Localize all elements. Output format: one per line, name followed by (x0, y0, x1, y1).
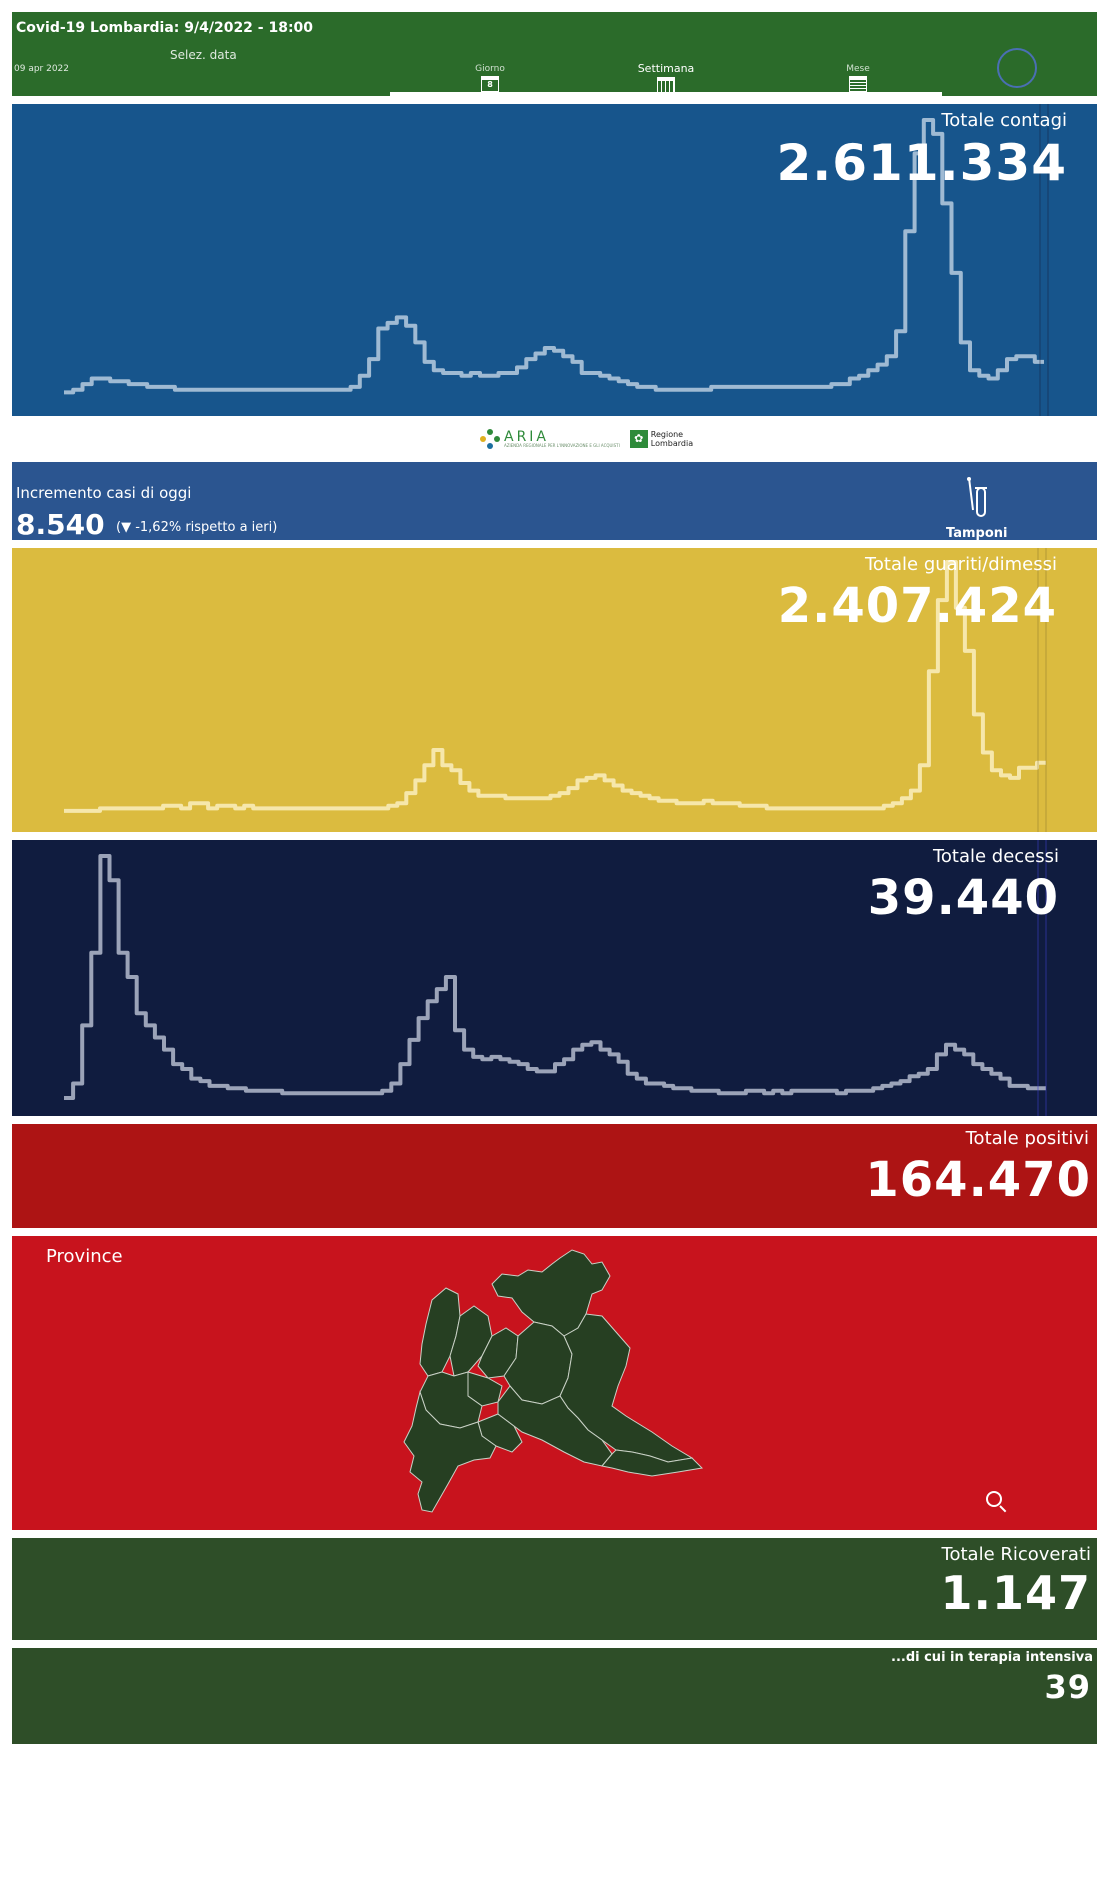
zoom-reset-icon[interactable] (986, 1491, 1002, 1507)
option-settimana[interactable]: Settimana (636, 62, 696, 93)
contagi-value: 2.611.334 (776, 134, 1067, 192)
loading-circle-icon (997, 48, 1037, 88)
logos-bar: ARIA AZIENDA REGIONALE PER L'INNOVAZIONE… (480, 428, 701, 450)
calendar-month-icon[interactable] (849, 76, 867, 92)
incremento-value: 8.540 (16, 508, 105, 540)
aria-sub: AZIENDA REGIONALE PER L'INNOVAZIONE E GL… (504, 442, 620, 448)
option-mese-label: Mese (846, 64, 870, 74)
province-como (449, 1305, 493, 1377)
contagi-chart (64, 104, 1049, 416)
decessi-title: Totale decessi (932, 846, 1059, 867)
province-title: Province (46, 1246, 123, 1267)
province-cremona (497, 1385, 613, 1467)
province-varese (419, 1287, 461, 1377)
lombardia-map[interactable] (12, 1236, 1097, 1530)
aria-name: ARIA (504, 428, 550, 445)
positivi-value: 164.470 (865, 1152, 1091, 1208)
intensiva-value: 39 (1044, 1668, 1091, 1706)
positivi-title: Totale positivi (965, 1128, 1089, 1149)
header-underline (390, 92, 942, 96)
test-tube-icon (967, 477, 987, 517)
province-pavia (403, 1390, 497, 1513)
aria-dots-icon (480, 429, 500, 449)
guariti-panel[interactable]: Totale guariti/dimessi 2.407.424 (12, 548, 1097, 832)
ricoverati-panel[interactable]: Totale Ricoverati 1.147 (12, 1538, 1097, 1640)
header-panel: Covid-19 Lombardia: 9/4/2022 - 18:00 Sel… (12, 12, 1097, 96)
tamponi-label: Tamponi (946, 526, 1008, 540)
incremento-label: Incremento casi di oggi (16, 484, 192, 502)
province-panel: Province (12, 1236, 1097, 1530)
option-giorno-label: Giorno (475, 64, 505, 74)
contagi-title: Totale contagi (941, 110, 1067, 131)
decessi-value: 39.440 (867, 870, 1059, 926)
rosa-camuna-icon: ✿ (629, 430, 648, 448)
calendar-day-icon[interactable]: 8 (481, 76, 499, 92)
guariti-chart (64, 548, 1047, 832)
chart-series-line (64, 118, 1044, 395)
chart-series-line (64, 854, 1046, 1100)
tamponi-button[interactable]: Tamponi (946, 476, 1008, 540)
guariti-title: Totale guariti/dimessi (864, 554, 1057, 575)
region-logo: ✿ Regione Lombardia (629, 430, 701, 448)
intensiva-title: ...di cui in terapia intensiva (891, 1650, 1093, 1665)
selected-date[interactable]: 09 apr 2022 (14, 64, 70, 74)
decessi-panel[interactable]: Totale decessi 39.440 (12, 840, 1097, 1116)
decessi-chart (64, 840, 1047, 1116)
province-mantova (601, 1449, 704, 1477)
contagi-panel[interactable]: Totale contagi 2.611.334 (12, 104, 1097, 416)
option-settimana-label: Settimana (637, 62, 695, 75)
calendar-week-icon[interactable] (657, 77, 675, 93)
option-mese[interactable]: Mese (828, 64, 888, 92)
incremento-panel: Incremento casi di oggi 8.540 (▼ -1,62% … (12, 462, 1097, 540)
aria-logo: ARIA AZIENDA REGIONALE PER L'INNOVAZIONE… (480, 429, 620, 449)
date-select-label: Selez. data (170, 48, 237, 62)
incremento-delta: (▼ -1,62% rispetto a ieri) (116, 520, 278, 535)
page-title: Covid-19 Lombardia: 9/4/2022 - 18:00 (16, 20, 314, 36)
option-giorno[interactable]: Giorno 8 (460, 64, 520, 92)
intensiva-panel[interactable]: ...di cui in terapia intensiva 39 (12, 1648, 1097, 1744)
chart-series-line (64, 560, 1046, 813)
positivi-panel[interactable]: Totale positivi 164.470 (12, 1124, 1097, 1228)
ricoverati-value: 1.147 (940, 1566, 1091, 1620)
guariti-value: 2.407.424 (777, 578, 1057, 634)
region-name: Regione Lombardia (650, 430, 694, 448)
ricoverati-title: Totale Ricoverati (941, 1544, 1091, 1565)
